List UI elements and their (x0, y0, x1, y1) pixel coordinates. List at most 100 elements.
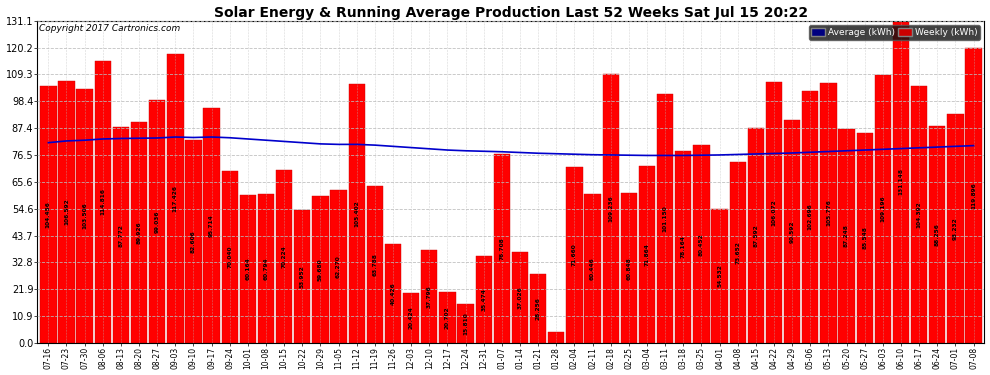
Bar (784, 120, 800, 343)
Bar (621, 194, 637, 343)
Bar (240, 195, 256, 343)
Text: 105.776: 105.776 (826, 200, 831, 226)
Bar (766, 82, 782, 343)
Bar (257, 194, 274, 343)
Text: 20.424: 20.424 (409, 306, 414, 329)
Legend: Average (kWh), Weekly (kWh): Average (kWh), Weekly (kWh) (809, 25, 980, 40)
Bar (76, 88, 93, 343)
Text: 71.864: 71.864 (644, 243, 649, 266)
Bar (856, 133, 873, 343)
Text: Copyright 2017 Cartronics.com: Copyright 2017 Cartronics.com (40, 24, 180, 33)
Bar (548, 332, 564, 343)
Bar (512, 252, 529, 343)
Text: 89.926: 89.926 (137, 221, 142, 244)
Text: 37.026: 37.026 (518, 286, 523, 309)
Text: 73.652: 73.652 (736, 241, 741, 264)
Bar (839, 129, 854, 343)
Text: 53.952: 53.952 (300, 266, 305, 288)
Text: 95.714: 95.714 (209, 214, 214, 237)
Bar (911, 86, 928, 343)
Text: 87.248: 87.248 (844, 224, 849, 247)
Text: 117.426: 117.426 (173, 185, 178, 212)
Bar (530, 273, 546, 343)
Text: 131.148: 131.148 (899, 168, 904, 195)
Text: 54.532: 54.532 (717, 264, 722, 287)
Text: 59.680: 59.680 (318, 258, 323, 281)
Text: 35.474: 35.474 (481, 288, 486, 311)
Text: 85.548: 85.548 (862, 226, 867, 249)
Text: 102.696: 102.696 (808, 203, 813, 230)
Text: 105.402: 105.402 (354, 200, 359, 227)
Bar (639, 166, 655, 343)
Text: 60.164: 60.164 (246, 258, 250, 280)
Bar (440, 292, 455, 343)
Bar (566, 167, 583, 343)
Text: 104.392: 104.392 (917, 201, 922, 228)
Text: 63.788: 63.788 (372, 253, 377, 276)
Text: 88.256: 88.256 (935, 223, 940, 246)
Bar (475, 256, 492, 343)
Bar (730, 162, 745, 343)
Bar (131, 122, 148, 343)
Text: 76.708: 76.708 (499, 237, 504, 260)
Bar (494, 154, 510, 343)
Text: 20.702: 20.702 (445, 306, 450, 329)
Text: 101.150: 101.150 (662, 206, 667, 232)
Bar (58, 81, 74, 343)
Bar (95, 61, 111, 343)
Text: 60.446: 60.446 (590, 257, 595, 280)
Bar (41, 86, 56, 343)
Bar (149, 99, 165, 343)
Text: 40.426: 40.426 (390, 282, 396, 305)
Text: 71.660: 71.660 (572, 244, 577, 266)
Text: 62.270: 62.270 (337, 255, 342, 278)
Text: 103.506: 103.506 (82, 202, 87, 229)
Bar (204, 108, 220, 343)
Bar (929, 126, 945, 343)
Bar (331, 190, 346, 343)
Bar (965, 48, 982, 343)
Bar (348, 84, 365, 343)
Text: 60.794: 60.794 (263, 257, 268, 280)
Text: 70.224: 70.224 (282, 245, 287, 268)
Bar (893, 21, 909, 343)
Bar (584, 194, 601, 343)
Bar (821, 83, 837, 343)
Text: 82.606: 82.606 (191, 230, 196, 253)
Bar (457, 304, 474, 343)
Text: 93.232: 93.232 (953, 217, 958, 240)
Text: 28.256: 28.256 (536, 297, 541, 320)
Text: 37.796: 37.796 (427, 285, 432, 308)
Text: 119.896: 119.896 (971, 182, 976, 209)
Text: 87.592: 87.592 (753, 224, 758, 247)
Text: 15.810: 15.810 (463, 312, 468, 335)
Title: Solar Energy & Running Average Production Last 52 Weeks Sat Jul 15 20:22: Solar Energy & Running Average Productio… (214, 6, 808, 20)
Bar (747, 128, 764, 343)
Bar (185, 140, 202, 343)
Text: 70.040: 70.040 (228, 246, 233, 268)
Text: 60.848: 60.848 (627, 257, 632, 280)
Bar (875, 75, 891, 343)
Bar (222, 171, 238, 343)
Bar (403, 293, 420, 343)
Bar (167, 54, 183, 343)
Bar (947, 114, 963, 343)
Bar (802, 90, 819, 343)
Bar (675, 151, 691, 343)
Bar (603, 75, 619, 343)
Text: 80.452: 80.452 (699, 233, 704, 255)
Text: 106.072: 106.072 (771, 199, 776, 226)
Bar (366, 186, 383, 343)
Bar (693, 145, 710, 343)
Text: 109.236: 109.236 (608, 195, 613, 222)
Bar (294, 210, 311, 343)
Text: 87.772: 87.772 (119, 224, 124, 247)
Text: 109.196: 109.196 (880, 195, 885, 222)
Bar (312, 196, 329, 343)
Bar (657, 94, 673, 343)
Text: 99.036: 99.036 (154, 210, 159, 232)
Bar (276, 170, 292, 343)
Text: 104.456: 104.456 (46, 201, 50, 228)
Bar (113, 127, 129, 343)
Text: 78.164: 78.164 (681, 236, 686, 258)
